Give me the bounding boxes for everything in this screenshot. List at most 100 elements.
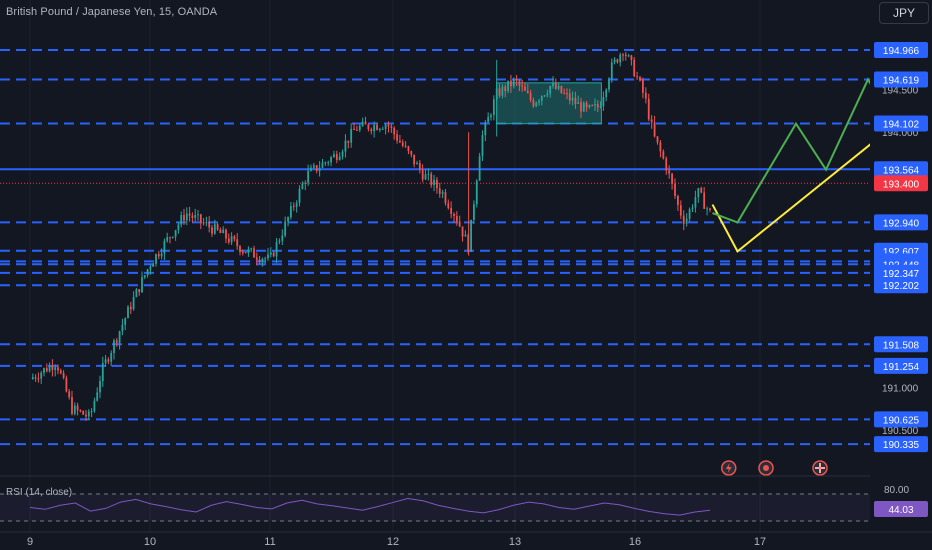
- candle-body: [662, 151, 665, 159]
- candle-body: [700, 188, 703, 193]
- level-tag-bg: [874, 436, 928, 453]
- currency-selector[interactable]: JPY: [879, 2, 929, 24]
- candle-body: [677, 195, 679, 206]
- candle-body: [295, 202, 298, 207]
- candle-body: [627, 55, 630, 57]
- candle-body: [484, 122, 487, 136]
- candle-body: [393, 127, 396, 135]
- level-tag-bg: [874, 161, 928, 178]
- candle-body: [608, 79, 610, 90]
- price-axis[interactable]: 194.500194.000192.900192.200191.000190.5…: [870, 0, 932, 532]
- candle-body: [104, 359, 107, 364]
- record-icon: [758, 460, 774, 476]
- candle-body: [241, 252, 244, 254]
- time-axis[interactable]: 9 10 11 12 13 16 17: [0, 531, 932, 548]
- candle-body: [169, 237, 171, 239]
- candle-body: [233, 236, 236, 240]
- candle-body: [197, 214, 199, 216]
- candle-body: [694, 197, 697, 208]
- candle-body: [470, 219, 472, 252]
- candle-body: [644, 92, 647, 99]
- candle-body: [82, 410, 85, 415]
- consolidation-box[interactable]: [496, 82, 602, 125]
- candle-body: [143, 275, 146, 278]
- candle-body: [247, 249, 250, 254]
- time-tick-label: 17: [754, 536, 766, 548]
- candle-body: [568, 93, 571, 101]
- candle-body: [633, 59, 636, 77]
- candle-body: [333, 154, 335, 158]
- candle-body: [430, 173, 433, 186]
- level-tag-text: 192.607: [883, 247, 920, 258]
- candle-body: [135, 289, 138, 298]
- candle-body: [464, 234, 467, 237]
- candle-body: [566, 93, 568, 95]
- candle-body: [424, 174, 427, 180]
- candle-body: [596, 103, 599, 108]
- candle-body: [121, 324, 124, 332]
- candle-body: [703, 192, 706, 209]
- candle-body: [577, 102, 580, 104]
- level-tag-bg: [874, 336, 928, 353]
- candle-body: [390, 126, 393, 128]
- candle-body: [338, 156, 341, 161]
- candle-body: [498, 88, 501, 96]
- candle-body: [532, 99, 535, 107]
- chart-grid: [29, 0, 761, 532]
- candle-body: [605, 89, 608, 98]
- candle-body: [152, 263, 155, 267]
- candle-body: [436, 179, 438, 189]
- candle-body: [96, 392, 99, 401]
- candle-body: [691, 207, 694, 210]
- candle-body: [157, 254, 160, 257]
- candle-body: [51, 365, 54, 370]
- candle-body: [40, 372, 43, 379]
- candle-body: [166, 237, 169, 241]
- level-tag-text: 194.619: [883, 76, 920, 87]
- candle-body: [171, 236, 174, 238]
- lightning-icon: [721, 460, 737, 476]
- candle-body: [180, 215, 183, 225]
- candle-body: [267, 254, 269, 259]
- candle-body: [177, 224, 180, 231]
- candle-body: [264, 258, 267, 260]
- candle-body: [444, 192, 447, 204]
- candle-body: [321, 162, 324, 168]
- candle-body: [582, 102, 585, 112]
- candle-body: [146, 269, 149, 276]
- candle-body: [347, 140, 350, 143]
- level-tag-bg: [874, 214, 928, 231]
- candle-body: [138, 289, 141, 293]
- candle-body: [504, 86, 507, 91]
- candle-body: [261, 259, 264, 262]
- time-tick-label: 13: [509, 536, 521, 548]
- candle-body: [709, 208, 711, 210]
- current-price-bg: [874, 175, 928, 192]
- candle-body: [421, 169, 424, 180]
- level-tag-bg: [874, 71, 928, 88]
- candle-body: [281, 235, 284, 241]
- candle-body: [202, 222, 205, 224]
- candle-body: [512, 78, 515, 87]
- candle-body: [236, 239, 239, 247]
- candle-body: [324, 162, 327, 164]
- candle-body: [68, 391, 71, 398]
- candle-body: [62, 373, 65, 378]
- candle-body: [381, 128, 384, 130]
- candle-body: [93, 400, 96, 412]
- candle-body: [307, 170, 310, 183]
- candle-body: [353, 128, 355, 130]
- candle-body: [244, 252, 247, 254]
- event-markers[interactable]: [721, 460, 932, 476]
- candle-body: [110, 353, 113, 362]
- candle-body: [364, 121, 367, 125]
- candle-body: [113, 340, 115, 354]
- candle-body: [350, 128, 353, 143]
- rsi-indicator-label[interactable]: RSI (14, close): [6, 487, 73, 498]
- candle-body: [149, 266, 152, 270]
- level-tag-bg: [874, 115, 928, 132]
- candle-body: [208, 222, 211, 228]
- candle-body: [490, 115, 492, 118]
- rsi-pane: [0, 475, 932, 522]
